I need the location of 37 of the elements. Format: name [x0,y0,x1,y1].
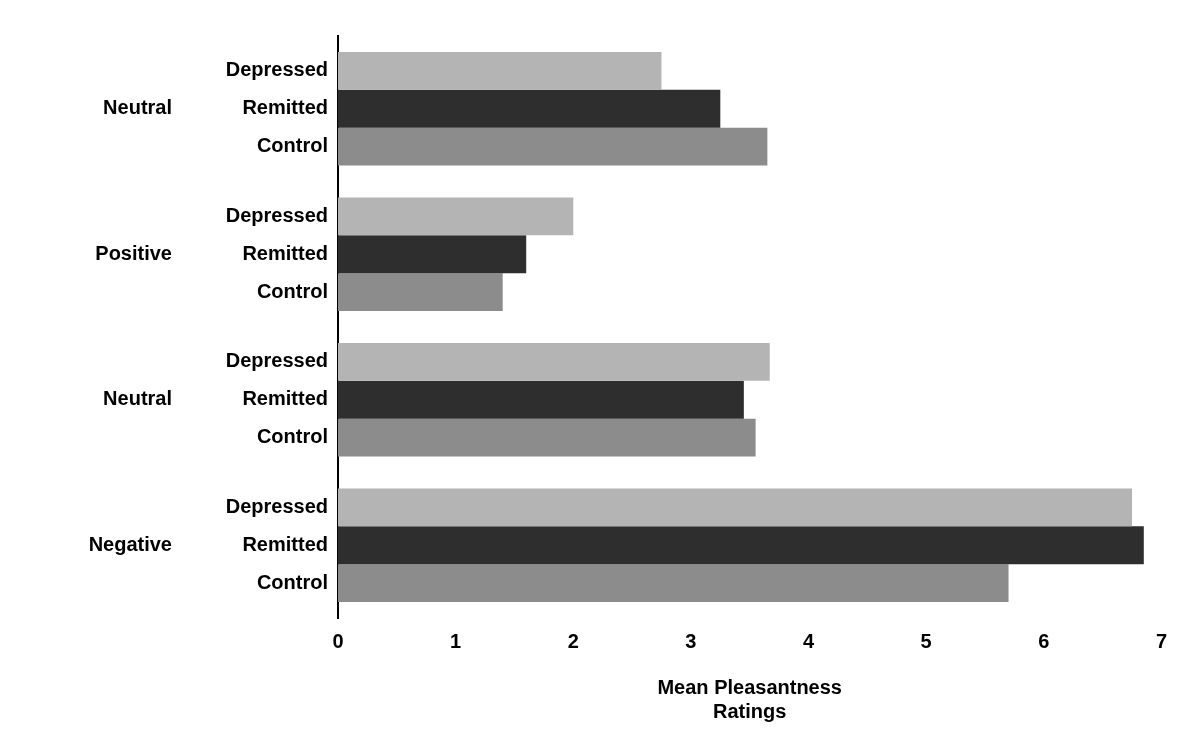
text: Control [256,570,328,593]
x-tick-label: 3 [685,629,697,652]
x-tick-label: 1 [450,629,462,652]
text: Control [256,425,328,448]
bar [338,418,756,457]
series-label: Control [256,134,328,157]
bar [338,488,1133,527]
text: Depressed [225,203,328,226]
series-label: Depressed [225,58,328,81]
text: Remitted [242,532,328,555]
x-tick-label: 6 [1038,629,1050,652]
text: Depressed [225,349,328,372]
x-tick-label: 5 [920,629,932,652]
series-label: Remitted [242,96,328,119]
text: Remitted [242,241,328,264]
bar [338,526,1144,565]
x-tick-label: 0 [332,629,344,652]
bar [338,52,662,90]
text: Control [256,279,328,302]
y-tick-label: Negative [88,532,172,555]
bar [338,89,721,128]
bar [338,380,744,419]
x-axis-title: Mean Pleasantness Ratings [657,675,842,722]
x-tick-label: 2 [567,629,579,652]
bar [338,197,574,236]
x-tick-label: 4 [802,629,815,652]
text: Remitted [242,387,328,410]
bar [338,127,768,166]
x-tick-label: 7 [1155,629,1167,652]
bar [338,235,527,274]
y-tick-label: Neutral [103,387,172,410]
bar [338,343,770,381]
text: Depressed [225,494,328,517]
bar [338,273,503,311]
bar [338,564,1009,602]
y-tick-label: Positive [95,241,172,264]
y-tick-label: Neutral [103,96,172,119]
